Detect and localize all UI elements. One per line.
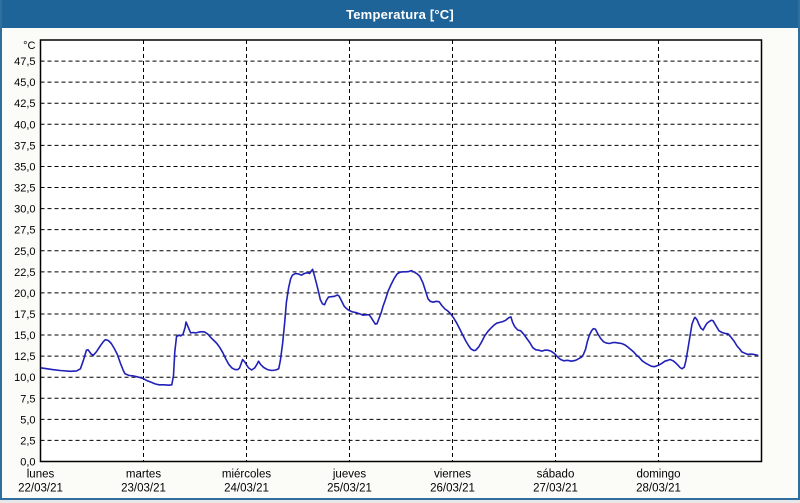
x-date-label: 22/03/21 <box>18 483 63 495</box>
y-tick-label: 47,5 <box>14 56 35 68</box>
y-tick-label: 25,0 <box>14 246 35 258</box>
y-tick-label: 35,0 <box>14 161 35 173</box>
y-tick-label: 22,5 <box>14 267 35 279</box>
y-tick-label: 5,0 <box>20 414 35 426</box>
y-tick-label: 15,0 <box>14 330 35 342</box>
temperature-line <box>40 268 759 387</box>
window-title: Temperatura [°C] <box>346 6 454 22</box>
y-tick-label: 45,0 <box>14 77 35 89</box>
y-tick-label: 37,5 <box>14 140 35 152</box>
x-day-label: lunes <box>27 469 55 481</box>
window-titlebar[interactable]: Temperatura [°C] <box>0 0 800 28</box>
x-day-label: sábado <box>537 469 575 481</box>
y-tick-label: 42,5 <box>14 98 35 110</box>
x-day-label: miércoles <box>222 469 271 481</box>
x-axis-labels: lunes 22/03/21 martes 23/03/21 miércoles 24/0… <box>18 469 681 495</box>
plot-svg: 0,0 2,5 5,0 7,5 10,0 12,5 15,0 17,5 20,0 22,5 25,0… <box>14 39 763 495</box>
x-date-label: 23/03/21 <box>121 483 166 495</box>
x-date-label: 27/03/21 <box>533 483 578 495</box>
x-date-label: 25/03/21 <box>327 483 372 495</box>
y-tick-label: 17,5 <box>14 309 35 321</box>
x-date-label: 24/03/21 <box>224 483 269 495</box>
plot-frame <box>39 39 763 463</box>
y-tick-label: 32,5 <box>14 183 35 195</box>
x-date-label: 28/03/21 <box>636 483 681 495</box>
temperature-chart: 0,0 2,5 5,0 7,5 10,0 12,5 15,0 17,5 20,0 22,5 25,0… <box>2 28 798 498</box>
x-day-label: viernes <box>434 469 471 481</box>
h-gridlines <box>40 60 762 441</box>
y-unit-label: °C <box>23 40 35 52</box>
y-tick-label: 10,0 <box>14 372 35 384</box>
x-day-label: domingo <box>636 469 680 481</box>
y-tick-label: 20,0 <box>14 288 35 300</box>
y-tick-label: 2,5 <box>20 435 35 447</box>
x-day-label: martes <box>126 469 161 481</box>
y-tick-labels: 0,0 2,5 5,0 7,5 10,0 12,5 15,0 17,5 20,0 22,5 25,0… <box>14 40 35 469</box>
v-gridlines <box>143 40 659 462</box>
y-tick-label: 30,0 <box>14 204 35 216</box>
y-tick-label: 40,0 <box>14 119 35 131</box>
y-tick-label: 12,5 <box>14 351 35 363</box>
y-tick-label: 7,5 <box>20 393 35 405</box>
x-date-label: 26/03/21 <box>430 483 475 495</box>
y-tick-label: 27,5 <box>14 225 35 237</box>
y-tick-label: 0,0 <box>20 457 35 469</box>
x-day-label: jueves <box>332 469 366 481</box>
